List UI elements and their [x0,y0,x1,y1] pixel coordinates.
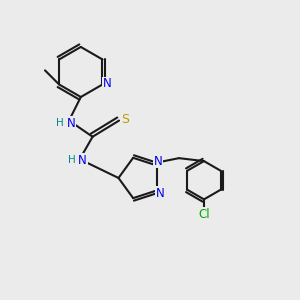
Text: H: H [56,118,64,128]
Text: N: N [78,154,87,167]
Text: N: N [103,77,111,90]
Text: N: N [66,117,75,130]
Text: N: N [154,154,163,168]
Text: N: N [156,187,165,200]
Text: Cl: Cl [198,208,210,220]
Text: S: S [121,112,129,126]
Text: H: H [68,155,75,165]
